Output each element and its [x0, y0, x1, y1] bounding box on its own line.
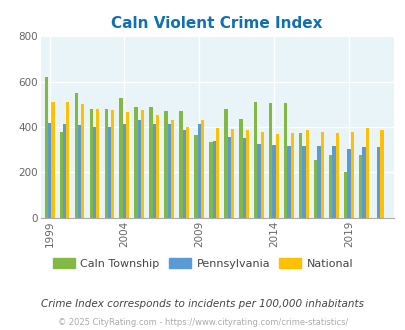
- Bar: [320, 132, 323, 218]
- Bar: [51, 102, 54, 218]
- Bar: [63, 124, 66, 218]
- Bar: [224, 109, 227, 218]
- Legend: Caln Township, Pennsylvania, National: Caln Township, Pennsylvania, National: [48, 254, 357, 273]
- Bar: [313, 160, 317, 218]
- Bar: [126, 112, 129, 218]
- Bar: [317, 146, 320, 218]
- Bar: [331, 146, 335, 218]
- Bar: [119, 98, 122, 218]
- Bar: [335, 133, 338, 218]
- Bar: [376, 148, 379, 218]
- Bar: [358, 155, 361, 218]
- Bar: [361, 148, 364, 218]
- Bar: [379, 130, 383, 218]
- Bar: [149, 107, 152, 218]
- Bar: [179, 111, 182, 218]
- Bar: [45, 77, 48, 218]
- Bar: [90, 109, 93, 218]
- Bar: [245, 130, 249, 218]
- Text: Crime Index corresponds to incidents per 100,000 inhabitants: Crime Index corresponds to incidents per…: [41, 299, 364, 309]
- Bar: [209, 142, 212, 218]
- Bar: [60, 132, 63, 218]
- Bar: [81, 104, 84, 218]
- Bar: [194, 135, 197, 218]
- Bar: [290, 133, 293, 218]
- Bar: [230, 129, 234, 218]
- Bar: [200, 120, 204, 218]
- Bar: [122, 124, 126, 218]
- Bar: [328, 155, 331, 218]
- Bar: [134, 107, 137, 218]
- Bar: [343, 172, 346, 218]
- Bar: [305, 130, 308, 218]
- Bar: [93, 127, 96, 218]
- Bar: [152, 124, 156, 218]
- Bar: [254, 102, 257, 218]
- Bar: [141, 110, 144, 218]
- Bar: [346, 148, 350, 218]
- Bar: [137, 120, 141, 218]
- Bar: [167, 124, 171, 218]
- Title: Caln Violent Crime Index: Caln Violent Crime Index: [111, 16, 322, 31]
- Bar: [302, 146, 305, 218]
- Bar: [284, 103, 287, 218]
- Bar: [215, 128, 219, 218]
- Bar: [111, 110, 114, 218]
- Bar: [182, 130, 185, 218]
- Bar: [269, 103, 272, 218]
- Bar: [185, 127, 189, 218]
- Bar: [108, 127, 111, 218]
- Bar: [104, 109, 108, 218]
- Bar: [197, 124, 200, 218]
- Bar: [272, 145, 275, 218]
- Bar: [212, 141, 215, 218]
- Bar: [364, 128, 368, 218]
- Bar: [298, 133, 302, 218]
- Bar: [66, 102, 69, 218]
- Bar: [227, 137, 230, 218]
- Bar: [242, 138, 245, 218]
- Bar: [260, 132, 263, 218]
- Bar: [48, 122, 51, 218]
- Bar: [257, 144, 260, 218]
- Bar: [96, 109, 99, 218]
- Bar: [275, 134, 278, 218]
- Bar: [156, 115, 159, 218]
- Bar: [287, 146, 290, 218]
- Text: © 2025 CityRating.com - https://www.cityrating.com/crime-statistics/: © 2025 CityRating.com - https://www.city…: [58, 318, 347, 327]
- Bar: [78, 125, 81, 218]
- Bar: [350, 132, 353, 218]
- Bar: [239, 119, 242, 218]
- Bar: [75, 93, 78, 218]
- Bar: [164, 111, 167, 218]
- Bar: [171, 120, 174, 218]
